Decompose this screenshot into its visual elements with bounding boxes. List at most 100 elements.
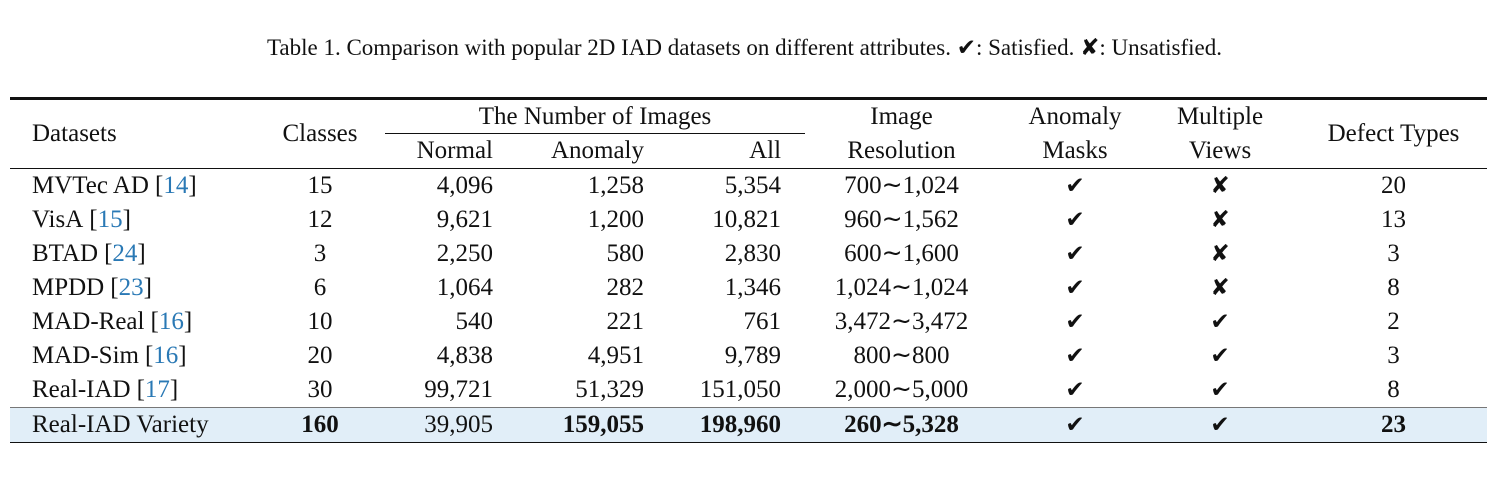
dataset-cell: MPDD [23] [10, 271, 270, 305]
table-row: MVTec AD [14] 15 4,096 1,258 5,354 700∼1,024 ✔ ✘… [10, 169, 1487, 204]
table-cell: 8 [1387, 274, 1400, 301]
table-cell: 160 [270, 407, 370, 443]
table-cell: ✔ [1065, 207, 1085, 233]
table-cell: 600∼1,600 [844, 240, 959, 267]
table-cell: 2,000∼5,000 [834, 376, 969, 403]
table-cell: ✔ [1065, 173, 1085, 199]
table-cell: 260∼5,328 [793, 407, 1011, 443]
header-cell: Datasets [10, 97, 270, 169]
table-row: VisA [15] 12 9,621 1,200 10,821 960∼1,562 ✔ ✘ 13 [10, 203, 1487, 237]
table-cell: ✔ [1065, 241, 1085, 267]
table-cell: 13 [1381, 206, 1407, 233]
header-line: Resolution [847, 137, 956, 164]
dataset-cell: VisA [15] [10, 203, 270, 237]
table-cell: 282 [606, 274, 645, 301]
table-cell: 221 [606, 308, 645, 335]
dataset-ref: [16] [144, 342, 187, 369]
table-cell: 9,789 [724, 342, 782, 369]
table-cell: 9,621 [436, 206, 493, 233]
table-cell: 1,346 [724, 274, 782, 301]
table-cell: ✘ [1210, 275, 1230, 301]
dataset-name: Real-IAD Variety [32, 411, 209, 438]
table-cell: 761 [743, 308, 782, 335]
table-cell: 4,096 [436, 172, 493, 199]
table-cell: 8 [1387, 376, 1400, 403]
dataset-ref: [14] [154, 172, 197, 199]
header-cell: Normal [370, 134, 505, 169]
dataset-cell: MAD-Sim [16] [10, 339, 270, 373]
table-cell: 3 [313, 240, 327, 267]
table-cell: ✔ [1010, 407, 1141, 443]
table-cell: ✘ [1210, 241, 1230, 267]
table-cell: ✘ [1210, 173, 1230, 199]
dataset-cell: BTAD [24] [10, 237, 270, 271]
table-cell: 3 [1387, 342, 1400, 369]
dataset-name: Real-IAD [32, 376, 131, 403]
table-cell: 20 [1381, 172, 1407, 199]
header-cell: All [656, 134, 794, 169]
table-cell: 4,951 [587, 342, 644, 369]
table-cell: 580 [606, 240, 645, 267]
dataset-name: MAD-Real [32, 308, 145, 335]
header-line: Masks [1042, 137, 1108, 164]
table-cell: ✔ [1210, 343, 1230, 369]
dataset-name: MVTec AD [32, 172, 149, 199]
dataset-ref: [23] [110, 274, 152, 301]
dataset-name: VisA [32, 206, 84, 233]
table-cell: 10 [307, 308, 333, 335]
header-cell: Defect Types [1300, 97, 1488, 169]
table-cell: 540 [455, 308, 494, 335]
table-cell: 1,258 [587, 172, 644, 199]
table-cell: 3 [1387, 240, 1400, 267]
header-cell: Multiple Views [1140, 97, 1301, 169]
header-cell: Classes [270, 97, 370, 169]
table-caption: Table 1. Comparison with popular 2D IAD … [266, 35, 1223, 60]
dataset-cell: Real-IAD Variety [10, 407, 270, 443]
table-cell: 5,354 [724, 172, 782, 199]
dataset-cell: MAD-Real [16] [10, 305, 270, 339]
table-cell: 6 [313, 274, 327, 301]
table-cell: 12 [307, 206, 333, 233]
header-cell: The Number of Images [385, 101, 806, 134]
table-cell: ✔ [1210, 309, 1230, 335]
table-row: MAD-Sim [16] 20 4,838 4,951 9,789 800∼800 ✔ ✔ 3 [10, 339, 1487, 373]
table-cell: 23 [1300, 407, 1488, 443]
table-row: BTAD [24] 3 2,250 580 2,830 600∼1,600 ✔ ✘ 3 [10, 237, 1487, 271]
header-line: Image [870, 103, 933, 130]
dataset-ref: [17] [136, 376, 179, 403]
table-cell: ✔ [1210, 377, 1230, 403]
table-cell: 1,024∼1,024 [834, 274, 969, 301]
table-cell: ✔ [1065, 377, 1085, 403]
table-cell: ✔ [1140, 407, 1301, 443]
dataset-ref: [16] [150, 308, 193, 335]
table-cell: 2,250 [436, 240, 493, 267]
dataset-name: BTAD [32, 240, 99, 267]
table-cell: 2 [1387, 308, 1400, 335]
header-group: The Number of Images [370, 97, 806, 134]
table-cell: 15 [307, 172, 333, 199]
table-row: MPDD [23] 6 1,064 282 1,346 1,024∼1,024 ✔ ✘ 8 [10, 271, 1487, 305]
table-cell: 1,200 [587, 206, 644, 233]
table-cell: 51,329 [575, 376, 644, 403]
table-cell: 800∼800 [853, 342, 950, 369]
dataset-cell: Real-IAD [17] [10, 373, 270, 408]
comparison-table: Datasets Classes The Number of Images Im… [10, 97, 1488, 443]
table-cell: 700∼1,024 [844, 172, 959, 199]
dataset-ref: [24] [104, 240, 146, 267]
header-cell: Anomaly Masks [1010, 97, 1141, 169]
table-cell: 39,905 [370, 407, 505, 443]
table-cell: 30 [307, 376, 333, 403]
table-cell: 2,830 [724, 240, 782, 267]
table-body: MVTec AD [14] 15 4,096 1,258 5,354 700∼1,024 ✔ ✘… [10, 169, 1488, 443]
table-cell: 159,055 [505, 407, 656, 443]
table-cell: 151,050 [699, 376, 782, 403]
table-cell: ✔ [1065, 275, 1085, 301]
table-cell: 99,721 [424, 376, 493, 403]
dataset-name: MPDD [32, 274, 105, 301]
header-line: Multiple [1176, 103, 1264, 130]
table-cell: 198,960 [656, 407, 794, 443]
table-cell: 960∼1,562 [844, 206, 959, 233]
table-row: Real-IAD [17] 30 99,721 51,329 151,050 2,000∼5… [10, 373, 1487, 408]
header-line: Views [1188, 137, 1252, 164]
